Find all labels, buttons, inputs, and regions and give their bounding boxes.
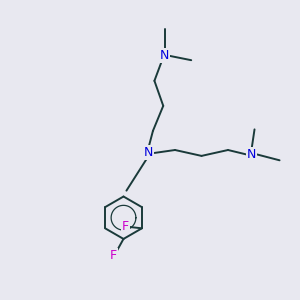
Text: N: N — [144, 146, 153, 159]
Text: N: N — [247, 148, 256, 161]
Text: F: F — [122, 220, 129, 233]
Text: F: F — [110, 249, 117, 262]
Text: N: N — [160, 49, 169, 62]
